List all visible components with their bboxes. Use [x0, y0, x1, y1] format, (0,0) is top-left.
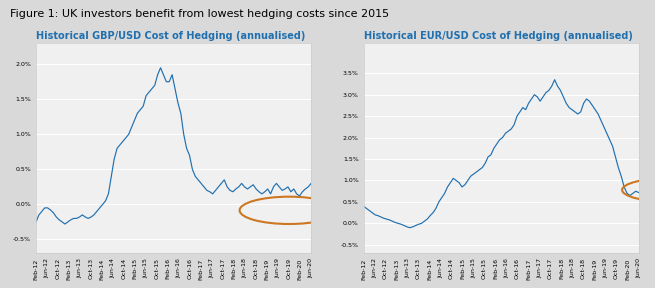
Text: Historical GBP/USD Cost of Hedging (annualised): Historical GBP/USD Cost of Hedging (annu… — [36, 31, 305, 41]
Text: Historical EUR/USD Cost of Hedging (annualised): Historical EUR/USD Cost of Hedging (annu… — [364, 31, 632, 41]
Text: Figure 1: UK investors benefit from lowest hedging costs since 2015: Figure 1: UK investors benefit from lowe… — [10, 9, 389, 19]
